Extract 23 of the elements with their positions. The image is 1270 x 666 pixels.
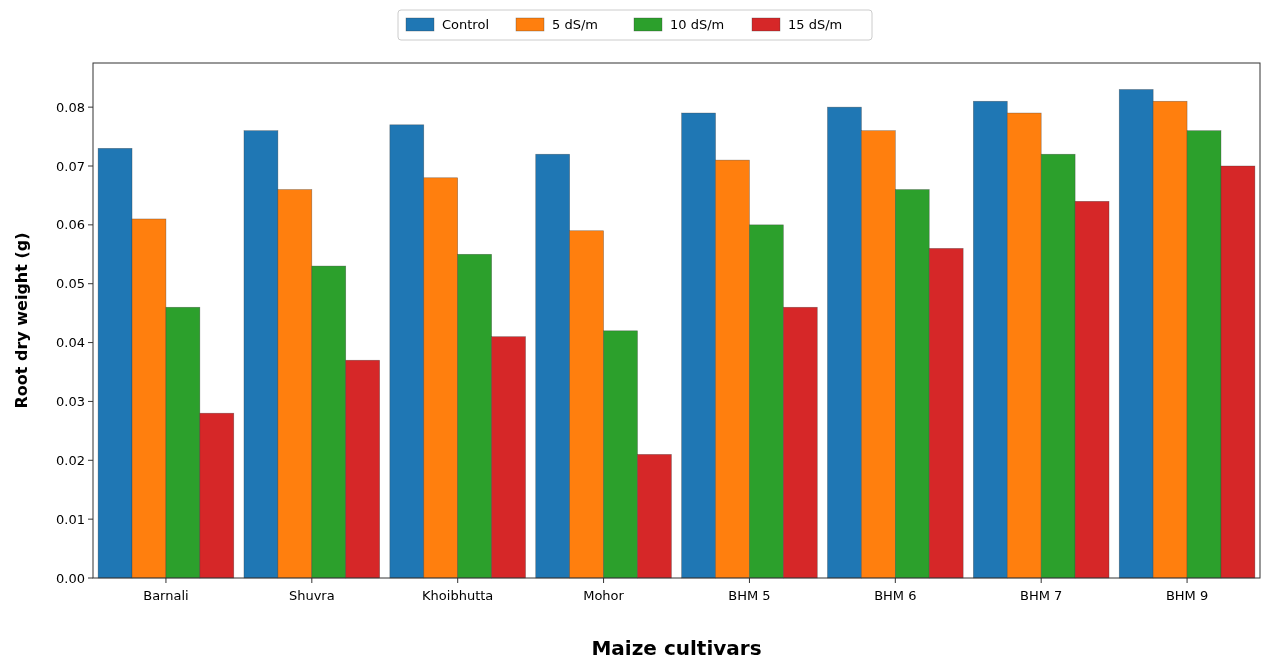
x-tick-label: Mohor [583, 588, 625, 603]
legend-label: 10 dS/m [670, 17, 725, 32]
x-tick-label: Khoibhutta [422, 588, 494, 603]
legend-label: 5 dS/m [552, 17, 598, 32]
y-axis-title: Root dry weight (g) [12, 232, 31, 409]
x-axis-title: Maize cultivars [591, 636, 762, 660]
x-tick-label: BHM 5 [728, 588, 771, 603]
x-tick-label: Barnali [143, 588, 189, 603]
x-tick-label: BHM 9 [1165, 588, 1209, 603]
y-tick-label: 0.07 [56, 158, 85, 174]
y-tick-label: 0.04 [56, 335, 85, 351]
y-tick-label: 0.00 [56, 570, 85, 586]
legend-label: Control [442, 17, 489, 32]
x-tick-label: Shuvra [288, 588, 335, 603]
y-tick-label: 0.08 [56, 99, 85, 115]
legend-label: 15 dS/m [788, 17, 843, 32]
y-tick-label: 0.01 [56, 511, 85, 527]
y-tick-label: 0.05 [56, 276, 85, 292]
x-tick-label: BHM 6 [874, 588, 917, 603]
x-tick-label: BHM 7 [1020, 588, 1063, 603]
y-tick-label: 0.02 [56, 452, 85, 468]
y-tick-label: 0.06 [56, 217, 85, 233]
y-tick-label: 0.03 [56, 393, 85, 409]
